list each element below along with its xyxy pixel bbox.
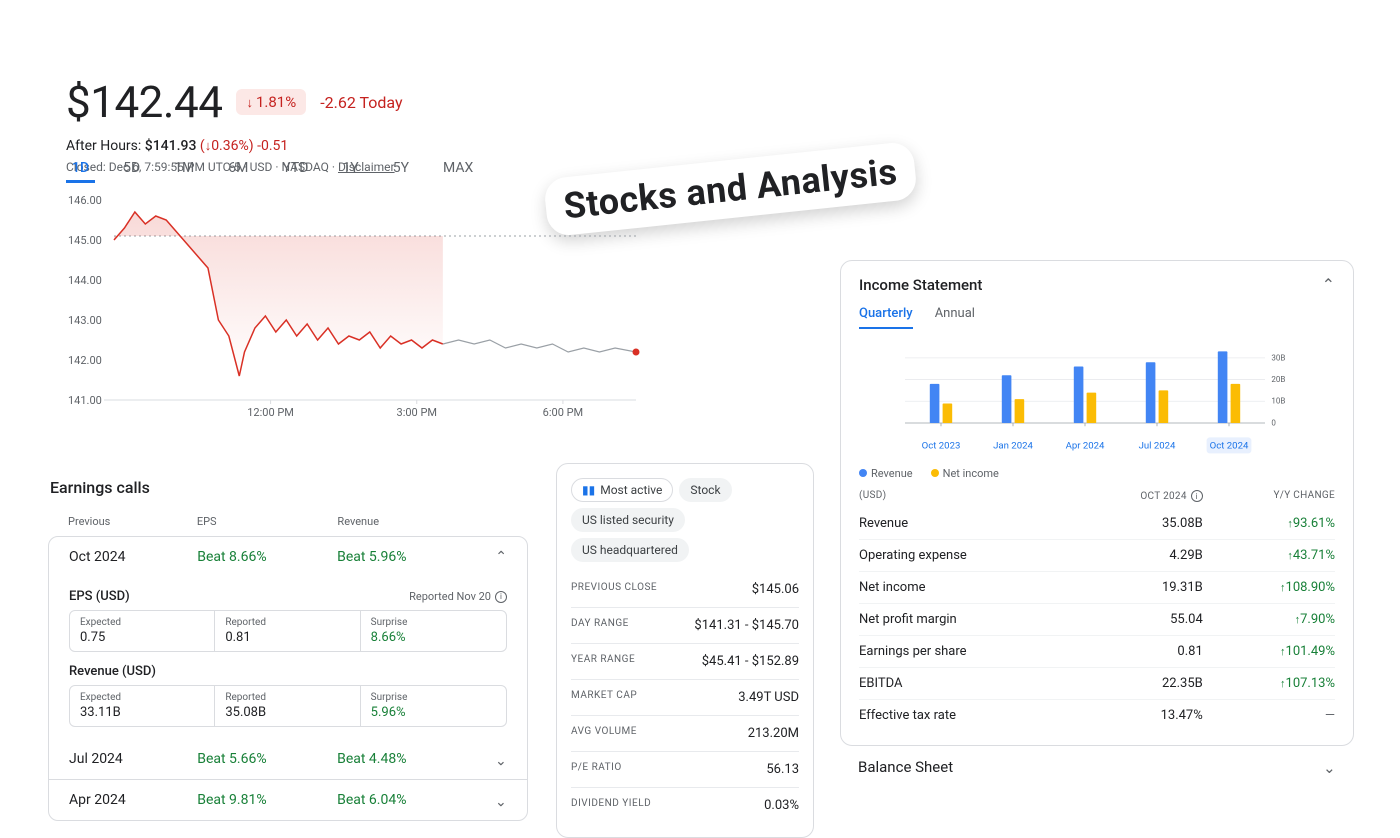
stat-row: PREVIOUS CLOSE$145.06 xyxy=(571,572,799,608)
chart-period-label[interactable]: Oct 2023 xyxy=(922,441,961,452)
income-bar-chart[interactable]: 30B 20B 10B 0 Oct 2023 Jan 2024 Apr 2024 Jul 20… xyxy=(859,343,1335,463)
svg-text:142.00: 142.00 xyxy=(68,354,102,367)
revenue-label: Revenue (USD) xyxy=(69,664,156,679)
time-tab-5y[interactable]: 5Y xyxy=(387,156,415,183)
info-icon[interactable]: i xyxy=(495,591,507,603)
percent-change-badge: 1.81% xyxy=(236,89,306,115)
stat-row: AVG VOLUME213.20M xyxy=(571,716,799,752)
time-tab-max[interactable]: MAX xyxy=(437,156,479,183)
reported-date: Reported Nov 20i xyxy=(409,590,507,603)
chevron-up-icon[interactable]: ⌃ xyxy=(1322,275,1335,294)
chevron-down-icon: ⌃ xyxy=(495,751,507,767)
svg-text:10B: 10B xyxy=(1271,397,1285,406)
filter-chip[interactable]: US headquartered xyxy=(571,538,689,562)
svg-text:12:00 PM: 12:00 PM xyxy=(247,406,294,419)
time-tab-1m[interactable]: 1M xyxy=(168,156,200,183)
legend-item: Revenue xyxy=(859,467,913,480)
svg-text:6:00 PM: 6:00 PM xyxy=(543,406,583,419)
stat-row: DAY RANGE$141.31 - $145.70 xyxy=(571,608,799,644)
income-row: Net income19.31B108.90% xyxy=(859,571,1335,603)
time-tab-1y[interactable]: 1Y xyxy=(336,156,364,183)
chevron-down-icon: ⌃ xyxy=(495,792,507,808)
income-row: Effective tax rate13.47%— xyxy=(859,699,1335,731)
filter-chip[interactable]: Stock xyxy=(679,478,731,502)
stat-row: YEAR RANGE$45.41 - $152.89 xyxy=(571,644,799,680)
earnings-row[interactable]: Jul 2024Beat 5.66%Beat 4.48%⌃ xyxy=(49,739,527,779)
earnings-card: Oct 2024 Beat 8.66% Beat 5.96% ⌃ EPS (US… xyxy=(48,536,528,821)
chevron-up-icon: ⌃ xyxy=(495,549,507,565)
income-tabs: Quarterly Annual xyxy=(859,306,1335,329)
income-row: Operating expense4.29B43.71% xyxy=(859,539,1335,571)
filter-chips: ▮▮Most activeStock US listed security US h… xyxy=(571,478,799,562)
earnings-header-row: Previous EPS Revenue xyxy=(48,509,528,534)
after-hours-row: After Hours: $141.93 (0.36%) -0.51 xyxy=(66,138,403,154)
after-hours-pct: (0.36%) xyxy=(200,138,254,154)
time-tab-5d[interactable]: 5D xyxy=(117,156,146,183)
info-icon[interactable]: i xyxy=(1191,490,1203,502)
chart-period-label[interactable]: Jul 2024 xyxy=(1139,441,1176,452)
chart-period-label[interactable]: Apr 2024 xyxy=(1066,441,1105,452)
svg-text:0: 0 xyxy=(1271,418,1276,427)
svg-text:143.00: 143.00 xyxy=(68,314,102,327)
bars-icon: ▮▮ xyxy=(582,483,595,497)
svg-text:20B: 20B xyxy=(1271,375,1285,384)
time-range-tabs: 1D 5D 1M 6M YTD 1Y 5Y MAX xyxy=(66,156,479,183)
revenue-table: Expected33.11B Reported35.08B Surprise5.… xyxy=(69,685,507,727)
earnings-calls-section: Earnings calls Previous EPS Revenue Oct … xyxy=(48,478,528,821)
time-tab-6m[interactable]: 6M xyxy=(222,156,254,183)
svg-text:146.00: 146.00 xyxy=(68,194,102,207)
income-row: Revenue35.08B93.61% xyxy=(859,508,1335,539)
income-legend: Revenue Net income xyxy=(859,467,1335,480)
price-chart[interactable]: 146.00 145.00 144.00 143.00 142.00 141.00 12:0… xyxy=(66,190,646,430)
time-tab-1d[interactable]: 1D xyxy=(66,156,95,183)
earnings-row[interactable]: Apr 2024Beat 9.81%Beat 6.04%⌃ xyxy=(49,779,527,820)
income-row: Earnings per share0.81101.49% xyxy=(859,635,1335,667)
svg-text:145.00: 145.00 xyxy=(68,234,102,247)
income-title: Income Statement xyxy=(859,276,982,294)
svg-text:30B: 30B xyxy=(1271,353,1285,362)
earnings-row-expanded[interactable]: Oct 2024 Beat 8.66% Beat 5.96% ⌃ xyxy=(49,537,527,577)
stock-stats-card: ▮▮Most activeStock US listed security US h… xyxy=(556,463,814,838)
stat-row: DIVIDEND YIELD0.03% xyxy=(571,788,799,823)
earnings-title: Earnings calls xyxy=(48,478,528,497)
time-tab-ytd[interactable]: YTD xyxy=(276,156,314,183)
legend-item: Net income xyxy=(931,467,999,480)
income-statement-card: Income Statement ⌃ Quarterly Annual 30B 2… xyxy=(840,260,1354,746)
after-hours-price: $141.93 xyxy=(145,138,197,154)
tab-quarterly[interactable]: Quarterly xyxy=(859,306,913,329)
filter-chip[interactable]: ▮▮Most active xyxy=(571,478,673,502)
income-table-header: (USD) OCT 2024i Y/Y CHANGE xyxy=(859,480,1335,508)
eps-label: EPS (USD) xyxy=(69,589,130,604)
svg-text:3:00 PM: 3:00 PM xyxy=(397,406,437,419)
svg-text:144.00: 144.00 xyxy=(68,274,102,287)
filter-chip[interactable]: US listed security xyxy=(571,508,685,532)
income-row: EBITDA22.35B107.13% xyxy=(859,667,1335,699)
down-arrow-icon xyxy=(246,93,253,111)
chevron-down-icon: ⌃ xyxy=(1323,758,1336,776)
current-price: $142.44 xyxy=(66,76,222,128)
chart-period-label[interactable]: Jan 2024 xyxy=(993,441,1033,452)
stat-row: P/E RATIO56.13 xyxy=(571,752,799,788)
eps-table: Expected0.75 Reported0.81 Surprise8.66% xyxy=(69,610,507,652)
today-change: -2.62 Today xyxy=(320,93,402,112)
percent-change-value: 1.81% xyxy=(256,93,296,111)
tab-annual[interactable]: Annual xyxy=(935,306,975,329)
stat-row: MARKET CAP3.49T USD xyxy=(571,680,799,716)
income-row: Net profit margin55.047.90% xyxy=(859,603,1335,635)
balance-sheet-row[interactable]: Balance Sheet ⌃ xyxy=(840,752,1354,782)
chart-period-label[interactable]: Oct 2024 xyxy=(1210,441,1249,452)
svg-text:141.00: 141.00 xyxy=(68,394,102,407)
after-hours-delta: -0.51 xyxy=(257,138,288,154)
